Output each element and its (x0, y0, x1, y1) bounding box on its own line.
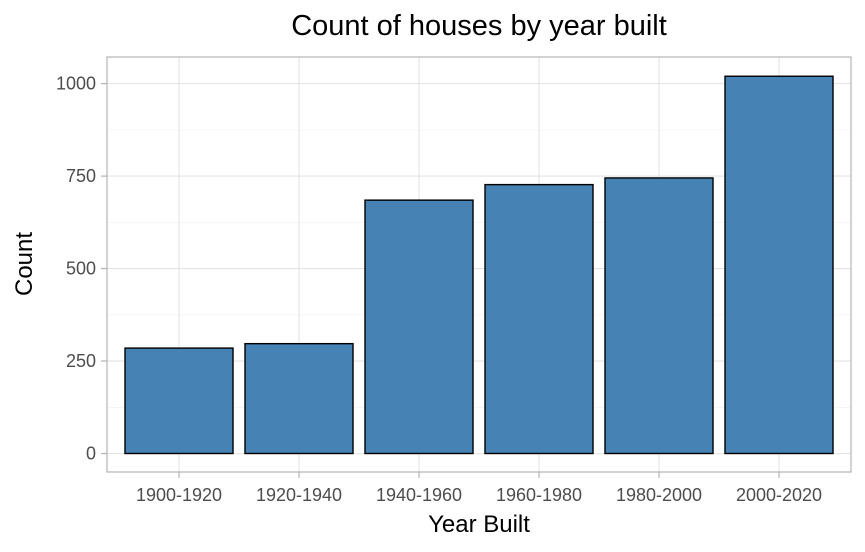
bar-1960-1980 (484, 183, 594, 455)
bar-1900-1920 (124, 347, 234, 455)
x-axis: 1900-1920 1920-1940 1940-1960 1960-1980 1980… (136, 472, 822, 505)
chart-title: Count of houses by year built (291, 10, 667, 42)
bar-1980-2000 (604, 177, 714, 455)
bar-2000-2020 (724, 75, 834, 455)
y-tick-label: 500 (66, 259, 96, 279)
plot-panel (106, 56, 852, 473)
x-tick-label: 1980-2000 (616, 485, 702, 505)
x-axis-title: Year Built (428, 511, 530, 538)
x-tick-label: 1900-1920 (136, 485, 222, 505)
y-tick-label: 1000 (56, 74, 96, 94)
y-tick-label: 250 (66, 351, 96, 371)
x-tick-label: 1940-1960 (376, 485, 462, 505)
x-tick-label: 2000-2020 (736, 485, 822, 505)
x-tick-label: 1920-1940 (256, 485, 342, 505)
y-tick-label: 0 (86, 444, 96, 464)
y-axis-title: Count (11, 232, 38, 296)
bars (124, 75, 834, 455)
y-tick-label: 750 (66, 166, 96, 186)
bar-1940-1960 (364, 199, 474, 455)
x-tick-label: 1960-1980 (496, 485, 582, 505)
y-axis: 0 250 500 750 1000 (56, 74, 107, 464)
bar-1920-1940 (244, 342, 354, 455)
